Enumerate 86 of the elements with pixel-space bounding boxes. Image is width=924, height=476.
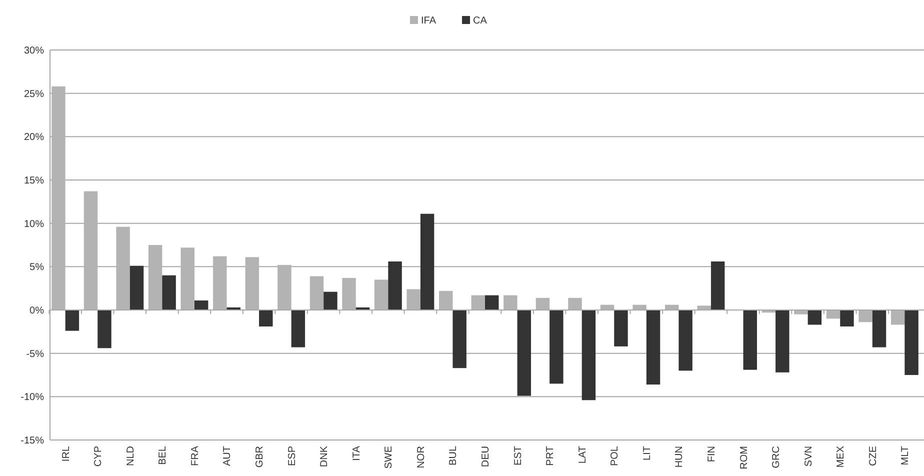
- bar: [194, 300, 208, 310]
- bar: [148, 245, 162, 310]
- bar: [245, 257, 260, 310]
- y-tick-label: 0%: [30, 306, 44, 316]
- y-tick-label: 30%: [24, 46, 44, 56]
- bar: [162, 275, 176, 310]
- bar: [291, 310, 306, 348]
- bar: [130, 266, 144, 310]
- bar: [840, 310, 854, 326]
- x-tick-label: SWE: [384, 446, 395, 469]
- x-tick-label: ESP: [286, 446, 298, 466]
- x-tick-label: NLD: [125, 446, 136, 466]
- bar: [826, 310, 840, 319]
- bar: [310, 276, 324, 310]
- bar: [582, 310, 596, 400]
- bar: [374, 280, 388, 310]
- x-tick-label: FRA: [190, 446, 201, 466]
- bar: [710, 261, 725, 310]
- bar: [808, 310, 822, 325]
- y-tick-label: 15%: [24, 176, 44, 186]
- y-tick-label: 5%: [30, 262, 44, 274]
- bar: [504, 295, 518, 310]
- bar: [890, 310, 905, 325]
- x-tick-label: LIT: [642, 446, 653, 460]
- bar: [116, 226, 130, 310]
- y-tick-label: 20%: [24, 132, 44, 144]
- x-tick-label: PRT: [545, 446, 556, 466]
- bar: [65, 310, 80, 331]
- x-tick-label: DNK: [319, 446, 330, 468]
- bar: [278, 264, 292, 310]
- legend-label: IFA: [421, 16, 436, 26]
- bar: [84, 191, 98, 310]
- bar: [485, 295, 499, 310]
- bar: [568, 298, 582, 310]
- bar: [858, 310, 872, 322]
- bar: [794, 310, 808, 314]
- bar: [872, 310, 886, 348]
- bar: [52, 86, 66, 310]
- bar: [646, 310, 660, 385]
- bar: [98, 310, 112, 348]
- x-tick-label: BUL: [448, 446, 460, 466]
- legend-label: CA: [473, 16, 488, 26]
- bar: [743, 310, 757, 370]
- x-tick-label: CZE: [868, 446, 879, 466]
- x-tick-label: GRC: [771, 446, 782, 468]
- x-tick-label: LAT: [577, 446, 588, 464]
- x-tick-label: MLT: [900, 446, 912, 466]
- bar: [776, 310, 790, 372]
- bar: [697, 306, 711, 310]
- bar: [904, 310, 918, 375]
- x-tick-label: GBR: [254, 446, 266, 468]
- x-tick-label: CYP: [93, 446, 104, 467]
- y-tick-label: -10%: [20, 392, 44, 404]
- bar: [342, 278, 356, 310]
- bar: [406, 289, 420, 310]
- x-tick-label: FIN: [706, 446, 718, 462]
- bar: [180, 248, 194, 310]
- bar: [388, 261, 402, 310]
- x-tick-label: POL: [610, 446, 621, 466]
- x-tick-label: ROM: [738, 446, 750, 470]
- x-tick-label: IRL: [60, 446, 72, 462]
- bar: [324, 292, 338, 310]
- x-tick-label: EST: [512, 446, 524, 466]
- x-tick-label: MEX: [836, 446, 847, 468]
- bar: [259, 310, 273, 326]
- x-tick-label: SVN: [803, 446, 814, 467]
- bar: [452, 310, 466, 368]
- x-tick-label: HUN: [674, 446, 686, 468]
- x-tick-label: NOR: [416, 446, 427, 468]
- bar: [213, 256, 227, 310]
- x-tick-label: AUT: [222, 446, 234, 466]
- bar: [614, 310, 628, 346]
- bar: [420, 214, 434, 310]
- y-tick-label: 10%: [24, 218, 44, 230]
- y-tick-label: -5%: [26, 348, 44, 360]
- x-tick-label: DEU: [480, 446, 492, 468]
- bar: [550, 310, 564, 384]
- bar: [439, 290, 453, 310]
- bar: [536, 298, 550, 310]
- bar: [517, 310, 531, 396]
- bar: [471, 295, 485, 310]
- x-tick-label: ITA: [351, 446, 362, 461]
- bar: [678, 310, 692, 371]
- x-tick-label: BEL: [158, 446, 169, 465]
- y-tick-label: 25%: [24, 88, 44, 100]
- y-tick-label: -15%: [20, 436, 44, 446]
